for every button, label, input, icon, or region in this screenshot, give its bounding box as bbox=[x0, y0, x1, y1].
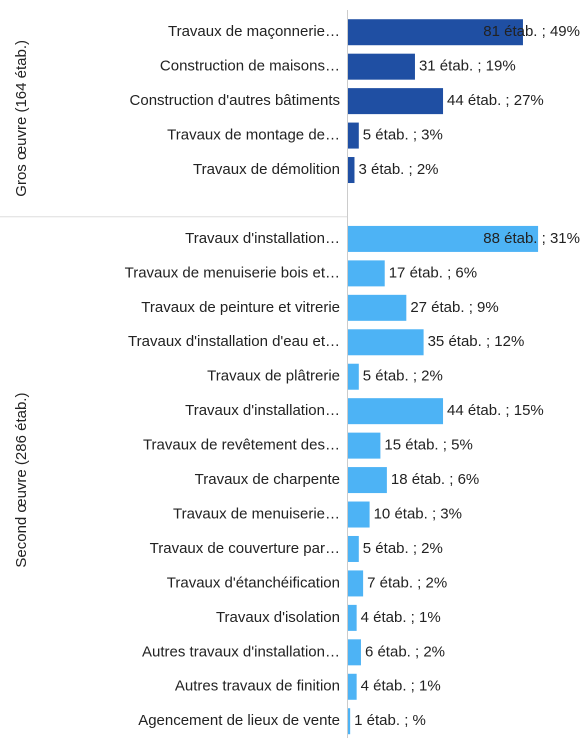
category-label: Travaux de menuiserie… bbox=[173, 505, 340, 522]
category-label: Travaux de peinture et vitrerie bbox=[141, 299, 340, 316]
bar bbox=[348, 260, 385, 287]
category-label: Agencement de lieux de vente bbox=[138, 712, 340, 729]
category-label: Construction d'autres bâtiments bbox=[130, 92, 340, 109]
bar bbox=[348, 708, 351, 735]
category-label: Travaux de couverture par… bbox=[150, 540, 340, 557]
category-label: Travaux d'installation d'eau et… bbox=[128, 333, 340, 350]
group-label: Second œuvre (286 étab.) bbox=[13, 393, 30, 568]
value-label: 1 étab. ; % bbox=[354, 712, 426, 729]
value-label: 4 étab. ; 1% bbox=[361, 678, 441, 695]
category-label: Travaux de montage de… bbox=[167, 127, 340, 144]
value-label: 15 étab. ; 5% bbox=[384, 437, 472, 454]
category-label: Autres travaux de finition bbox=[175, 678, 340, 695]
category-label: Construction de maisons… bbox=[160, 58, 340, 75]
category-label: Autres travaux d'installation… bbox=[142, 643, 340, 660]
bar bbox=[348, 329, 424, 356]
bar bbox=[348, 363, 359, 390]
value-label: 5 étab. ; 3% bbox=[363, 127, 443, 144]
group-label: Gros œuvre (164 étab.) bbox=[13, 40, 30, 197]
bar bbox=[348, 88, 444, 115]
bar bbox=[348, 225, 539, 252]
value-label: 35 étab. ; 12% bbox=[428, 333, 525, 350]
value-label: 17 étab. ; 6% bbox=[389, 264, 477, 281]
value-label: 4 étab. ; 1% bbox=[361, 609, 441, 626]
bar bbox=[348, 501, 370, 528]
value-label: 3 étab. ; 2% bbox=[358, 161, 438, 178]
category-label: Travaux d'installation… bbox=[185, 402, 340, 419]
value-label: 31 étab. ; 19% bbox=[419, 58, 516, 75]
category-label: Travaux de revêtement des… bbox=[143, 437, 340, 454]
bar bbox=[348, 639, 361, 666]
value-label: 18 étab. ; 6% bbox=[391, 471, 479, 488]
value-label: 44 étab. ; 27% bbox=[447, 92, 544, 109]
category-label: Travaux d'isolation bbox=[216, 609, 340, 626]
category-label: Travaux de menuiserie bois et… bbox=[125, 264, 340, 281]
bar bbox=[348, 570, 364, 597]
category-label: Travaux de maçonnerie… bbox=[168, 23, 340, 40]
bar bbox=[348, 19, 523, 46]
value-label: 44 étab. ; 15% bbox=[447, 402, 544, 419]
bar bbox=[348, 604, 357, 631]
category-label: Travaux de plâtrerie bbox=[207, 368, 340, 385]
category-label: Travaux d'installation… bbox=[185, 230, 340, 247]
bar bbox=[348, 535, 359, 562]
value-label: 27 étab. ; 9% bbox=[410, 299, 498, 316]
value-label: 88 étab. ; 31% bbox=[483, 230, 580, 247]
bar bbox=[348, 53, 415, 80]
value-label: 5 étab. ; 2% bbox=[363, 540, 443, 557]
bar bbox=[348, 467, 387, 494]
value-label: 10 étab. ; 3% bbox=[374, 505, 462, 522]
bar bbox=[348, 673, 357, 700]
bar bbox=[348, 157, 355, 184]
bar bbox=[348, 294, 407, 321]
category-label: Travaux d'étanchéification bbox=[167, 574, 340, 591]
value-label: 5 étab. ; 2% bbox=[363, 368, 443, 385]
bar bbox=[348, 432, 381, 459]
bar bbox=[348, 398, 444, 425]
category-label: Travaux de démolition bbox=[193, 161, 340, 178]
value-label: 81 étab. ; 49% bbox=[483, 23, 580, 40]
category-label: Travaux de charpente bbox=[195, 471, 340, 488]
bar bbox=[348, 122, 359, 149]
value-label: 7 étab. ; 2% bbox=[367, 574, 447, 591]
value-label: 6 étab. ; 2% bbox=[365, 643, 445, 660]
